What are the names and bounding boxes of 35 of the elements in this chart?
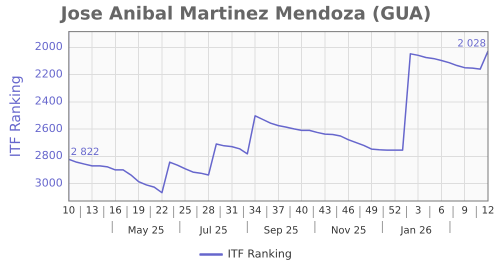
x-tick-label: 16	[109, 206, 122, 217]
text: May 25	[128, 226, 164, 237]
x-tick-label: 49	[365, 206, 378, 217]
y-tick-label: 3000	[34, 176, 63, 190]
x-tick-label: 3	[414, 206, 422, 217]
y-tick-label: 2000	[34, 40, 63, 54]
x-tick-label: 12	[482, 206, 494, 217]
x-tick-label: 28	[202, 206, 215, 217]
text: Nov 25	[330, 226, 366, 237]
y-tick-label: 2800	[34, 149, 63, 162]
x-tick-label: 13	[86, 206, 98, 217]
x-tick-label: 37	[272, 206, 285, 217]
x-tick-label: 46	[342, 206, 355, 217]
x-tick-label: 40	[295, 206, 308, 217]
text: Sep 25	[264, 226, 298, 237]
x-tick-label: 6	[438, 206, 445, 217]
data-label: 2 028	[457, 38, 486, 50]
data-label: 2 822	[70, 146, 100, 158]
x-tick-label: 52	[388, 206, 402, 217]
x-tick-label: 34	[248, 206, 262, 217]
x-tick-label: 31	[225, 206, 238, 217]
chart-title: Jose Anibal Martinez Mendoza (GUA)	[58, 3, 432, 24]
x-tick-label: 22	[156, 206, 168, 217]
y-tick-label: 2200	[34, 67, 63, 80]
text: Jul 25	[198, 226, 228, 237]
x-tick-label: 9	[462, 206, 468, 217]
y-axis-title: ITF Ranking	[8, 75, 24, 158]
y-tick-label: 2600	[34, 122, 63, 135]
text: Jan 26	[400, 226, 432, 237]
x-tick-label: 19	[132, 206, 146, 217]
x-tick-label: 43	[318, 206, 332, 217]
x-tick-label: 10	[62, 206, 76, 217]
x-tick-label: 25	[178, 206, 192, 217]
legend-label: ITF Ranking	[228, 247, 292, 260]
y-tick-label: 2400	[34, 94, 63, 108]
